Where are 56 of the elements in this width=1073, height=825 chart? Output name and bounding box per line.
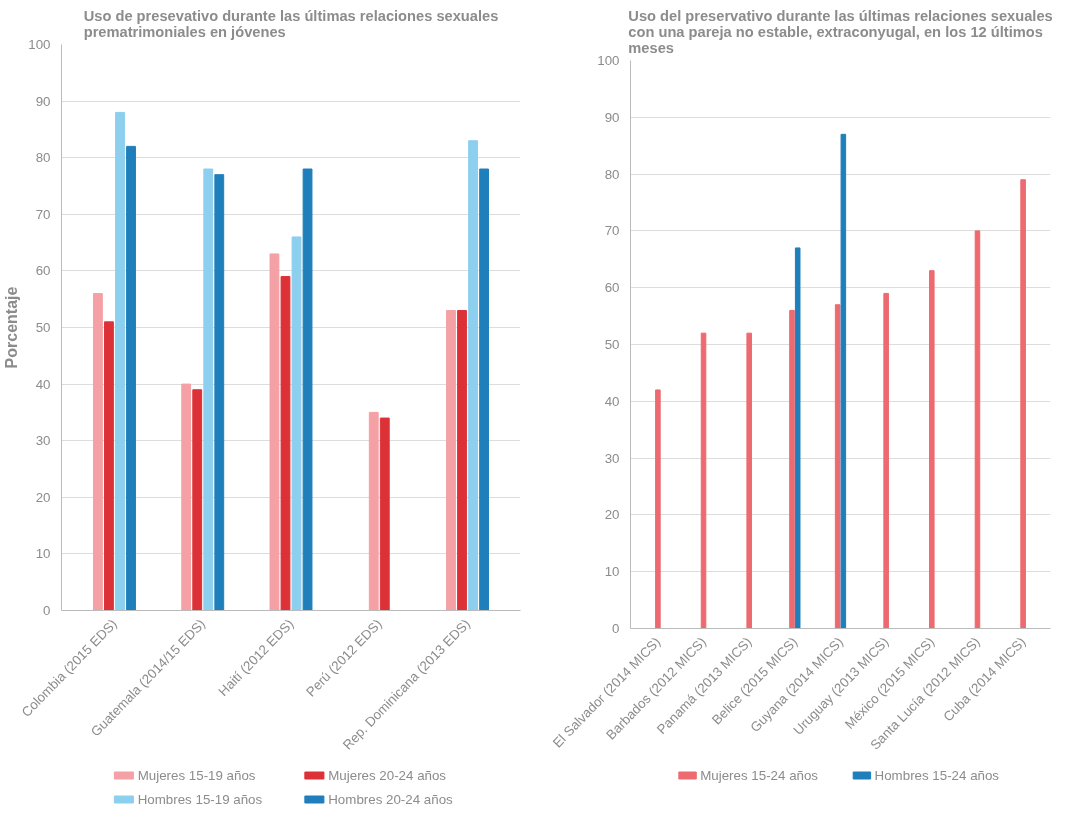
y-tick-label: 10 bbox=[604, 564, 620, 580]
bar bbox=[104, 321, 114, 611]
y-tick-label: 60 bbox=[35, 263, 51, 279]
bar bbox=[479, 168, 489, 611]
bar bbox=[280, 276, 291, 611]
y-tick-label: 60 bbox=[604, 280, 620, 296]
bar bbox=[746, 332, 752, 629]
bar bbox=[794, 247, 801, 629]
y-tick-label: 0 bbox=[612, 621, 620, 636]
y-axis-title: Porcentaje bbox=[3, 286, 21, 369]
y-tick-label: 0 bbox=[43, 603, 51, 618]
y-tick-label: 30 bbox=[604, 450, 620, 466]
y-tick-label: 80 bbox=[604, 166, 620, 182]
y-tick-label: 90 bbox=[604, 109, 620, 125]
bar bbox=[457, 310, 467, 611]
chart-title: Uso del preservativo durante las últimas relaciones sexuales con una pareja no estable, extraconyugal, en los 12 últimos meses bbox=[628, 7, 1053, 56]
y-tick-label: 100 bbox=[28, 37, 51, 52]
bar bbox=[291, 236, 302, 611]
y-tick-label: 10 bbox=[35, 546, 51, 562]
bar bbox=[192, 389, 203, 611]
y-tick-label: 70 bbox=[35, 206, 51, 222]
bar bbox=[883, 292, 889, 629]
bar bbox=[700, 332, 707, 629]
chart-title: Uso de presevativo durante las últimas relaciones sexuales prematrimoniales en jóvenes bbox=[83, 7, 499, 40]
bar bbox=[446, 310, 456, 611]
y-tick-label: 70 bbox=[604, 223, 620, 239]
y-tick-label: 90 bbox=[35, 93, 51, 109]
y-tick-label: 50 bbox=[35, 320, 51, 335]
legend-label: Hombres 20-24 años bbox=[328, 792, 454, 807]
bar bbox=[93, 293, 103, 611]
legend-label: Mujeres 20-24 años bbox=[328, 768, 447, 783]
legend-label: Hombres 15-19 años bbox=[137, 792, 263, 807]
y-tick-label: 100 bbox=[597, 53, 620, 68]
legend-label: Mujeres 15-19 años bbox=[137, 768, 256, 783]
y-tick-label: 40 bbox=[604, 393, 620, 409]
bar bbox=[214, 174, 225, 611]
bar bbox=[655, 389, 661, 629]
y-tick-label: 80 bbox=[35, 150, 51, 166]
bar bbox=[1020, 179, 1026, 629]
y-tick-label: 30 bbox=[35, 433, 51, 449]
bar bbox=[203, 168, 214, 611]
y-tick-label: 40 bbox=[35, 376, 51, 392]
y-tick-label: 20 bbox=[604, 507, 620, 523]
bar bbox=[115, 111, 125, 611]
bar bbox=[269, 253, 280, 611]
bar bbox=[468, 140, 478, 611]
y-tick-label: 20 bbox=[35, 489, 51, 505]
bar bbox=[302, 168, 313, 611]
legend-label: Hombres 15-24 años bbox=[874, 768, 1000, 783]
legend-label: Mujeres 15-24 años bbox=[700, 768, 819, 783]
bar bbox=[974, 230, 981, 629]
y-tick-label: 50 bbox=[604, 337, 620, 352]
bar bbox=[929, 270, 935, 629]
bar bbox=[181, 383, 192, 611]
bar bbox=[840, 133, 847, 629]
bar bbox=[126, 145, 136, 611]
